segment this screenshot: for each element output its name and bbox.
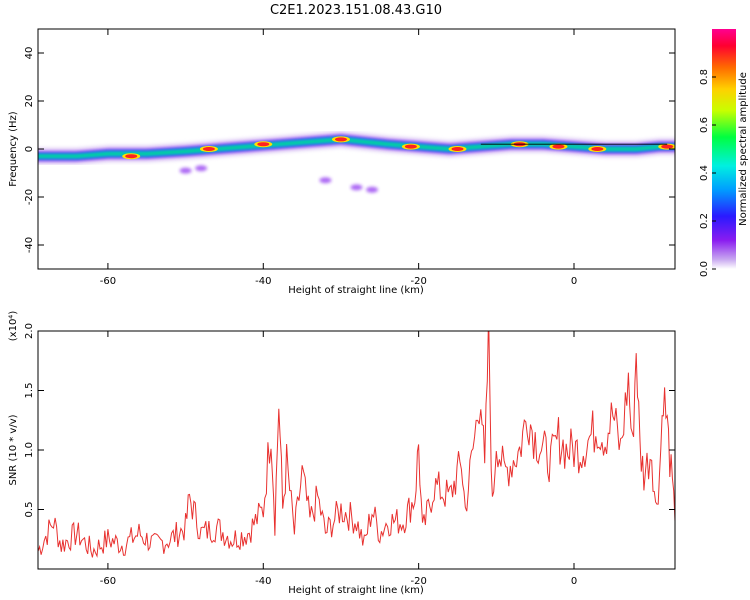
colorbar-label: Normalized spectral amplitude — [738, 72, 749, 226]
colorbar: 0.0 0.2 0.4 0.6 0.8 Normalized spectral ampl… — [699, 29, 749, 277]
spectrogram-bright-spot — [122, 153, 141, 160]
snr-ticks: -60 -40 -20 0 0.5 1.0 1.5 2.0 — [24, 323, 675, 587]
snr-series-line — [38, 331, 675, 558]
spectrogram-blob — [179, 167, 192, 174]
snr-xtick-label: -40 — [255, 576, 271, 587]
snr-xtick-label: -60 — [100, 576, 116, 587]
spectrogram-blob — [319, 177, 332, 184]
colorbar-tick-label: 0.6 — [699, 117, 710, 133]
spectrogram-panel: -60 -40 -20 0 -40 -20 0 20 40 Height of straight… — [8, 28, 676, 296]
colorbar-tick-label: 0.0 — [699, 261, 710, 277]
figure-title: C2E1.2023.151.08.43.G10 — [270, 3, 442, 18]
spectrogram-blob — [195, 165, 208, 172]
spectrogram-xtick-label: 0 — [571, 276, 577, 287]
spectrogram-xlabel: Height of straight line (km) — [288, 285, 424, 296]
spectrogram-xtick-label: -40 — [255, 276, 271, 287]
spectrogram-image — [38, 130, 675, 193]
spectrogram-bright-spot — [588, 146, 607, 152]
spectrogram-bright-spot — [448, 146, 467, 152]
snr-xlabel: Height of straight line (km) — [288, 585, 424, 596]
snr-ytick-label: 0.5 — [24, 502, 35, 518]
spectrogram-bright-spot — [254, 141, 273, 148]
snr-xtick-label: -20 — [410, 576, 426, 587]
snr-panel: -60 -40 -20 0 0.5 1.0 1.5 2.0 Height of straigh… — [8, 311, 676, 596]
spectrogram-bright-spot — [199, 146, 218, 152]
spectrogram-bright-spot — [658, 143, 675, 150]
spectrogram-bright-spot — [549, 143, 568, 150]
colorbar-gradient — [712, 29, 736, 269]
spectrogram-xtick-label: -60 — [100, 276, 116, 287]
spectrogram-blob — [366, 186, 379, 193]
snr-xtick-label: 0 — [571, 576, 577, 587]
snr-multiplier: (x10⁴) — [8, 311, 19, 342]
spectrogram-ytick-label: 0 — [24, 146, 35, 152]
snr-ylabel: SNR (10 * v/v) — [8, 414, 19, 485]
snr-ytick-label: 2.0 — [24, 323, 35, 339]
spectrogram-blob — [350, 184, 363, 191]
spectrogram-xtick-label: -20 — [410, 276, 426, 287]
spectrogram-ylabel: Frequency (Hz) — [8, 111, 19, 187]
snr-ytick-label: 1.5 — [24, 383, 35, 399]
snr-frame — [37, 330, 676, 570]
colorbar-tick-label: 0.4 — [699, 165, 710, 181]
spectrogram-ytick-label: -40 — [24, 237, 35, 253]
snr-ytick-label: 1.0 — [24, 442, 35, 458]
spectrogram-bright-spot — [331, 136, 350, 143]
colorbar-tick-label: 0.8 — [699, 69, 710, 85]
spectrogram-ytick-label: -20 — [24, 189, 35, 205]
spectrogram-ticks: -60 -40 -20 0 -40 -20 0 20 40 — [24, 29, 675, 287]
spectrogram-ytick-label: 40 — [24, 47, 35, 60]
colorbar-ticks: 0.0 0.2 0.4 0.6 0.8 — [699, 69, 716, 277]
colorbar-tick-label: 0.2 — [699, 213, 710, 229]
spectrogram-ytick-label: 20 — [24, 95, 35, 108]
spectrogram-bright-spot — [401, 143, 420, 150]
